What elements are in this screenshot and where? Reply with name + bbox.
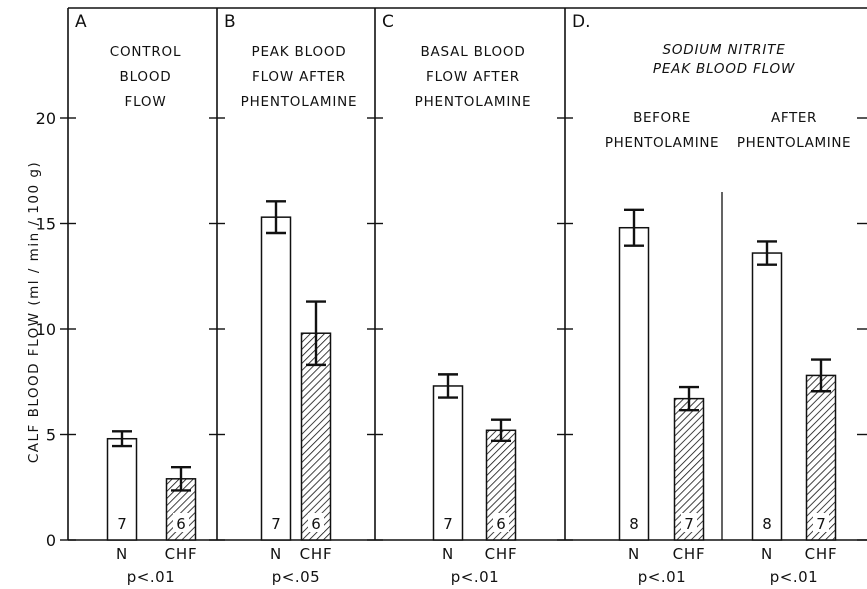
bar-n bbox=[260, 216, 292, 541]
y-tick-label: 5 bbox=[46, 426, 56, 445]
x-category-label: CHF bbox=[165, 545, 198, 563]
y-axis-label: CALF BLOOD FLOW (ml / min / 100 g) bbox=[26, 161, 42, 463]
x-category-label: N bbox=[628, 545, 640, 563]
p-value-label: p<.01 bbox=[770, 568, 818, 586]
n-label: 7 bbox=[117, 515, 127, 533]
panel-title: FLOW AFTER bbox=[252, 69, 346, 85]
subpanel-title: PHENTOLAMINE bbox=[605, 135, 719, 151]
panel-title: PHENTOLAMINE bbox=[241, 94, 358, 110]
n-label: 7 bbox=[684, 515, 694, 533]
panel-b: B PEAK BLOOD FLOW AFTER PHENTOLAMINE p<.05 bbox=[224, 12, 357, 586]
n-label-bg bbox=[268, 513, 284, 532]
n-label: 8 bbox=[762, 515, 772, 533]
y-tick-label: 20 bbox=[36, 109, 56, 128]
x-category-label: CHF bbox=[485, 545, 518, 563]
n-label: 6 bbox=[176, 515, 186, 533]
panel-title: CONTROL bbox=[110, 44, 182, 60]
bars: 7 N 6 CHF 7 N 6 CHF 7 N 6 CHF 8 N 7 CHF 8 N 7 CHF bbox=[106, 200, 838, 563]
n-label: 7 bbox=[816, 515, 826, 533]
panel-letter: A bbox=[75, 12, 87, 32]
subpanel-title: BEFORE bbox=[633, 110, 691, 126]
n-label: 8 bbox=[629, 515, 639, 533]
panel-letter: D. bbox=[572, 12, 591, 32]
panel-title: PHENTOLAMINE bbox=[415, 94, 532, 110]
subpanel-title: AFTER bbox=[771, 110, 817, 126]
n-label-bg bbox=[173, 513, 189, 532]
p-value-label: p<.01 bbox=[127, 568, 175, 586]
bar-n bbox=[751, 252, 783, 541]
axes: 0 5 10 15 20 bbox=[36, 7, 867, 550]
panel-title: BASAL BLOOD bbox=[420, 44, 525, 60]
x-category-label: CHF bbox=[300, 545, 333, 563]
x-category-label: CHF bbox=[805, 545, 838, 563]
x-category-label: N bbox=[442, 545, 454, 563]
subpanel-title: PHENTOLAMINE bbox=[737, 135, 851, 151]
panel-letter: B bbox=[224, 12, 236, 32]
n-label-bg bbox=[759, 513, 775, 532]
p-value-label: p<.01 bbox=[638, 568, 686, 586]
n-label-bg bbox=[681, 513, 697, 532]
panel-a: A CONTROL BLOOD FLOW p<.01 bbox=[75, 12, 182, 586]
x-category-label: N bbox=[116, 545, 128, 563]
x-category-label: N bbox=[270, 545, 282, 563]
y-tick-label: 0 bbox=[46, 531, 56, 550]
panel-title: SODIUM NITRITE bbox=[662, 42, 785, 58]
n-label-bg bbox=[440, 513, 456, 532]
p-value-label: p<.05 bbox=[272, 568, 320, 586]
x-category-label: N bbox=[761, 545, 773, 563]
panel-title: PEAK BLOOD FLOW bbox=[653, 61, 795, 77]
y-tick-label: 15 bbox=[36, 215, 56, 234]
panel-c: C BASAL BLOOD FLOW AFTER PHENTOLAMINE p<.01 bbox=[382, 12, 531, 586]
panel-title: BLOOD bbox=[120, 69, 172, 85]
y-tick-label: 10 bbox=[36, 320, 56, 339]
bar-chf bbox=[300, 332, 332, 541]
panel-title: FLOW bbox=[125, 94, 167, 110]
panel-title: PEAK BLOOD bbox=[252, 44, 347, 60]
n-label: 6 bbox=[496, 515, 506, 533]
panel-d: D. SODIUM NITRITE PEAK BLOOD FLOW BEFORE PHE… bbox=[572, 12, 851, 586]
panel-title: FLOW AFTER bbox=[426, 69, 520, 85]
n-label-bg bbox=[813, 513, 829, 532]
x-category-label: CHF bbox=[673, 545, 706, 563]
n-label-bg bbox=[493, 513, 509, 532]
n-label-bg bbox=[308, 513, 324, 532]
n-label: 6 bbox=[311, 515, 321, 533]
panels: A CONTROL BLOOD FLOW p<.01 B PEAK BLOOD FLOW AF… bbox=[75, 12, 851, 586]
n-label: 7 bbox=[271, 515, 281, 533]
n-label-bg bbox=[114, 513, 130, 532]
bar-chf bbox=[805, 374, 837, 541]
p-value-label: p<.01 bbox=[451, 568, 499, 586]
n-label-bg bbox=[626, 513, 642, 532]
panel-letter: C bbox=[382, 12, 394, 32]
bar-n bbox=[618, 226, 650, 541]
n-label: 7 bbox=[443, 515, 453, 533]
